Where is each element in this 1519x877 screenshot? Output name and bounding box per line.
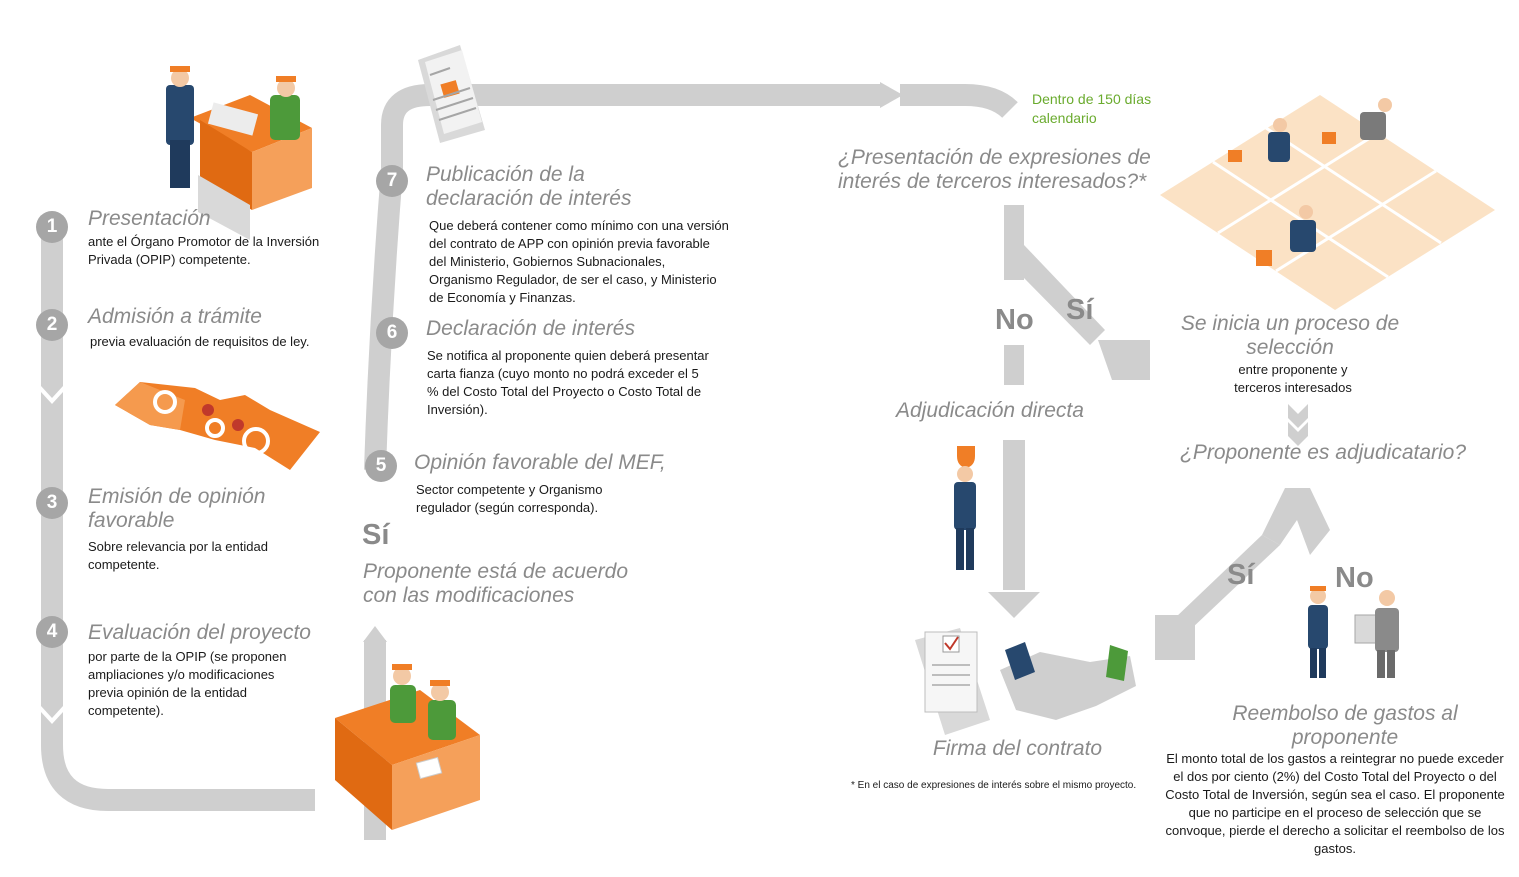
step-1-title: Presentación	[88, 207, 211, 230]
step-7-title: Publicación de la declaración de interés	[426, 163, 632, 210]
selection-process-title: Se inicia un proceso de selección	[1180, 312, 1400, 359]
deadline-label: Dentro de 150 días calendario	[1032, 91, 1152, 126]
step-5-badge: 5	[365, 450, 397, 482]
question-awardee: ¿Proponente es adjudicatario?	[1180, 441, 1467, 464]
step-3-text: Sobre relevancia por la entidad competen…	[88, 539, 268, 572]
footnote: * En el caso de expresiones de interés s…	[851, 780, 1137, 791]
step-6-badge: 6	[376, 317, 408, 349]
contract-signing-label: Firma del contrato	[932, 737, 1103, 760]
step-2-text: previa evaluación de requisitos de ley.	[90, 334, 310, 349]
arrow-right-head	[880, 82, 903, 108]
selection-grid-illustration	[1160, 95, 1495, 310]
decision-arrows	[988, 205, 1330, 660]
trophy-winner-illustration	[954, 446, 976, 570]
yes-label-1: Sí	[1066, 294, 1094, 326]
direct-award-label: Adjudicación directa	[896, 399, 1084, 422]
yes-label-2: Sí	[1227, 559, 1255, 591]
question-third-parties: ¿Presentación de expresiones de interés …	[838, 146, 1151, 193]
step-2-title: Admisión a trámite	[88, 305, 262, 328]
refund-illustration	[1308, 586, 1399, 678]
agreement-yes-label: Sí	[362, 519, 390, 551]
step-7-text: Que deberá contener como mínimo con una …	[429, 218, 729, 305]
agreement-text: Proponente está de acuerdo con las modif…	[363, 560, 629, 607]
step-2-badge: 2	[36, 309, 68, 341]
step-3-badge: 3	[36, 487, 68, 519]
no-label-2: No	[1335, 562, 1374, 594]
arrow-up-head	[363, 626, 387, 642]
step-1-text: ante el Órgano Promotor de la Inversión …	[88, 234, 320, 267]
meeting-illustration-bottom	[335, 664, 480, 830]
track-chevrons	[41, 386, 63, 724]
step-6-text: Se notifica al proponente quien deberá p…	[427, 348, 709, 417]
refund-text: El monto total de los gastos a reintegra…	[1165, 751, 1505, 856]
refund-title: Reembolso de gastos al proponente	[1232, 702, 1458, 749]
step-4-badge: 4	[36, 616, 68, 648]
step-4-text: por parte de la OPIP (se proponen amplia…	[88, 649, 287, 718]
meeting-illustration-top	[166, 66, 312, 240]
gear-map-illustration	[115, 382, 320, 470]
newspaper-illustration	[418, 45, 485, 143]
contract-handshake-illustration	[915, 628, 1136, 735]
step-6-title: Declaración de interés	[426, 317, 635, 340]
step-5-text: Sector competente y Organismo regulador …	[416, 482, 603, 515]
step-3-title: Emisión de opinión favorable	[88, 485, 266, 532]
crouching-runners	[1228, 98, 1392, 266]
step-5-title: Opinión favorable del MEF,	[414, 451, 666, 474]
step-7-badge: 7	[376, 165, 408, 197]
step-4-title: Evaluación del proyecto	[88, 621, 311, 644]
step-1-badge: 1	[36, 211, 68, 243]
no-label-1: No	[995, 304, 1034, 336]
selection-process-text: entre proponente y terceros interesados	[1234, 362, 1352, 395]
